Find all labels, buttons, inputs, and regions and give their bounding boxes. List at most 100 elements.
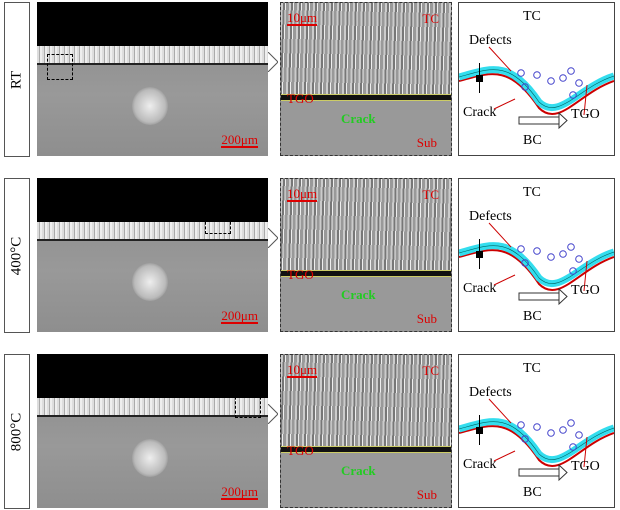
crack-label: Crack xyxy=(463,105,497,120)
defect-circle xyxy=(547,77,555,85)
defect-circle xyxy=(575,79,583,87)
scale-bar: 200μm xyxy=(221,308,258,324)
sem-zoom-image: 10μm TC TGO Crack Sub xyxy=(280,178,452,332)
direction-arrow-icon xyxy=(518,468,560,477)
tgo-pointer xyxy=(583,84,588,116)
defect-circle xyxy=(559,426,567,434)
condition-label: 800°C xyxy=(4,354,30,509)
tc-texture xyxy=(281,355,451,450)
schematic-diagram: TC Defects Crack TGO BC xyxy=(458,2,615,156)
tgo-band-outline xyxy=(459,421,614,460)
tgo-label: TGO xyxy=(571,459,600,474)
substrate-texture xyxy=(281,452,451,507)
sub-label: Sub xyxy=(416,135,437,150)
sem-tgo-line xyxy=(37,239,268,241)
defect-circle xyxy=(559,74,567,82)
figure-row: 800°C 200μm 10μm TC TGO Crack Sub TC Def… xyxy=(0,352,620,510)
tc-label: TC xyxy=(422,363,439,378)
defect-circle xyxy=(567,243,575,251)
defect-circle xyxy=(533,423,541,431)
zoom-region-box xyxy=(235,392,261,418)
sem-zoom-image: 10μm TC TGO Crack Sub xyxy=(280,354,452,508)
tgo-band-outline xyxy=(459,245,614,284)
sem-spot xyxy=(132,263,168,301)
condition-label: 400°C xyxy=(4,178,30,333)
crack-pointer xyxy=(493,274,516,286)
tgo-pointer xyxy=(583,436,588,468)
tgo-label: TGO xyxy=(571,107,600,122)
sem-spot xyxy=(132,87,168,125)
sem-coating-layer xyxy=(37,46,268,64)
condition-label-text: RT xyxy=(8,70,25,89)
tc-label: TC xyxy=(422,187,439,202)
scale-bar: 200μm xyxy=(221,132,258,148)
defect-circle xyxy=(517,421,525,429)
figure-row: RT 200μm 10μm TC TGO Crack Sub TC Defect… xyxy=(0,0,620,158)
zoom-arrow-icon xyxy=(268,228,278,248)
crack-label: Crack xyxy=(463,281,497,296)
tgo-label: TGO xyxy=(287,267,314,282)
crack-pointer xyxy=(493,98,516,110)
scale-bar: 200μm xyxy=(221,484,258,500)
defect-circle xyxy=(533,71,541,79)
sem-overview-image: 200μm xyxy=(37,354,268,508)
tc-label: TC xyxy=(523,185,541,200)
tc-label: TC xyxy=(523,9,541,24)
sem-background xyxy=(37,354,268,400)
defect-circle xyxy=(547,253,555,261)
scale-bar: 10μm xyxy=(287,362,318,378)
sub-label: Sub xyxy=(416,487,437,502)
defect-circle xyxy=(533,247,541,255)
schematic-drawing xyxy=(459,46,614,130)
defect-circle xyxy=(575,431,583,439)
bc-label: BC xyxy=(523,485,542,500)
defect-circle xyxy=(517,69,525,77)
tgo-pointer xyxy=(583,260,588,292)
bc-label: BC xyxy=(523,309,542,324)
direction-arrow-head xyxy=(558,111,568,130)
schematic-diagram: TC Defects Crack TGO BC xyxy=(458,178,615,332)
sem-background xyxy=(37,2,268,48)
defect-circle xyxy=(559,250,567,258)
direction-arrow-head xyxy=(558,463,568,482)
defect-circle xyxy=(567,67,575,75)
defects-pointer xyxy=(488,46,512,72)
sem-tgo-line xyxy=(37,415,268,417)
defect-circle xyxy=(521,83,529,91)
tgo-crack-line xyxy=(281,270,451,278)
sub-label: Sub xyxy=(416,311,437,326)
defects-pointer xyxy=(488,222,512,248)
substrate-texture xyxy=(281,100,451,155)
defect-circle xyxy=(569,91,577,99)
sem-tgo-line xyxy=(37,63,268,65)
zoom-region-box xyxy=(205,208,231,234)
defect-circle xyxy=(567,419,575,427)
defects-label: Defects xyxy=(469,385,512,400)
bc-label: BC xyxy=(523,133,542,148)
sem-zoom-image: 10μm TC TGO Crack Sub xyxy=(280,2,452,156)
defects-pointer xyxy=(488,398,512,424)
tgo-label: TGO xyxy=(287,443,314,458)
direction-arrow-icon xyxy=(518,116,560,125)
zoom-region-box xyxy=(47,54,73,80)
schematic-diagram: TC Defects Crack TGO BC xyxy=(458,354,615,508)
tgo-crack-line xyxy=(281,94,451,102)
tgo-crack-line xyxy=(281,446,451,454)
direction-arrow-icon xyxy=(518,292,560,301)
defect-circle xyxy=(521,435,529,443)
crack-label: Crack xyxy=(341,111,376,126)
crack-label: Crack xyxy=(341,287,376,302)
direction-arrow-head xyxy=(558,287,568,306)
tc-label: TC xyxy=(422,11,439,26)
defect-circle xyxy=(521,259,529,267)
condition-label-text: 400°C xyxy=(8,236,25,275)
sem-background xyxy=(37,178,268,224)
tc-texture xyxy=(281,179,451,274)
sem-overview-image: 200μm xyxy=(37,2,268,156)
defect-circle xyxy=(569,443,577,451)
tgo-label: TGO xyxy=(287,91,314,106)
crack-label: Crack xyxy=(463,457,497,472)
tgo-label: TGO xyxy=(571,283,600,298)
defects-label: Defects xyxy=(469,209,512,224)
condition-label-text: 800°C xyxy=(8,412,25,451)
